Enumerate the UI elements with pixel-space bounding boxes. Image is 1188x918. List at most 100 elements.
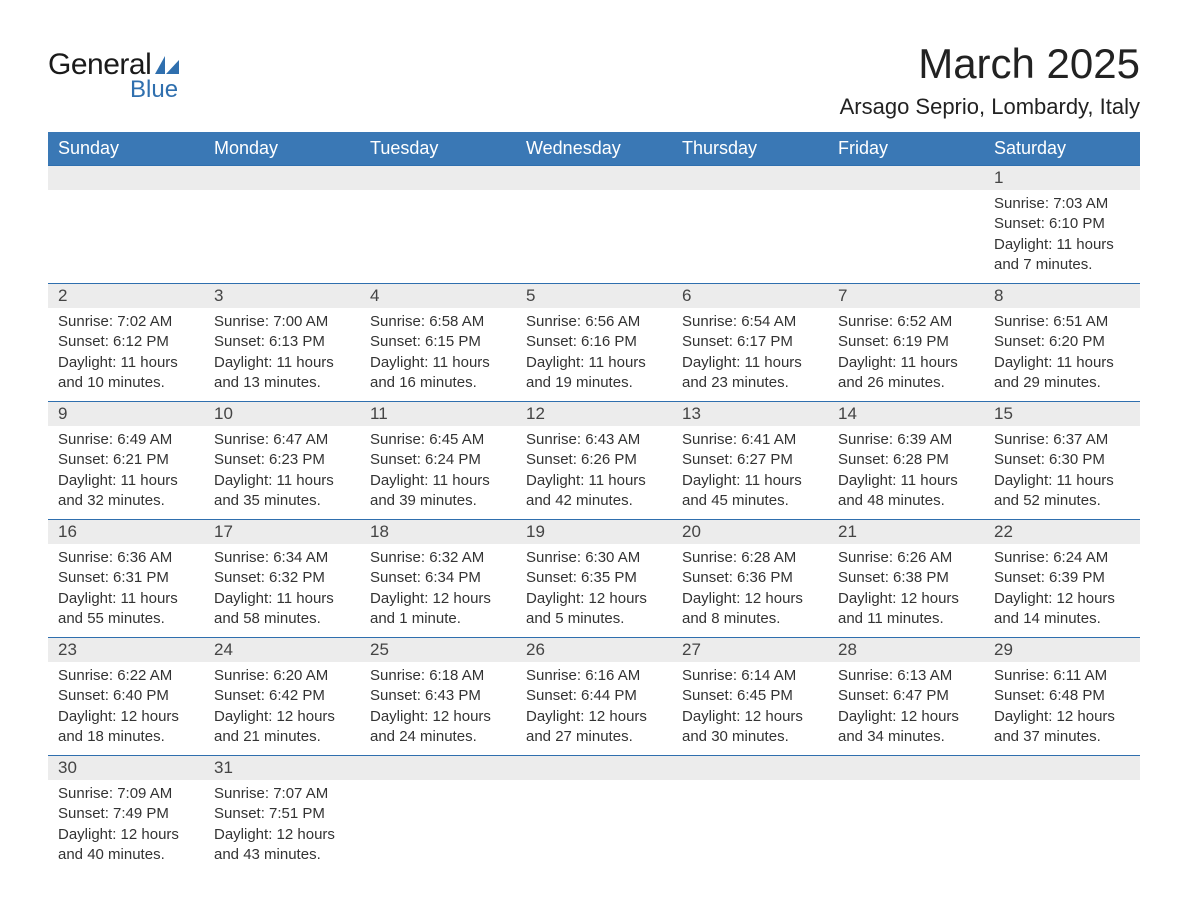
- day-data-row: Sunrise: 6:36 AMSunset: 6:31 PMDaylight:…: [48, 544, 1140, 638]
- daylight-text: and 5 minutes.: [526, 609, 662, 629]
- day-number-cell: 20: [672, 520, 828, 545]
- day-data-cell: [828, 190, 984, 284]
- day-data-cell: Sunrise: 7:03 AMSunset: 6:10 PMDaylight:…: [984, 190, 1140, 284]
- day-data-row: Sunrise: 6:22 AMSunset: 6:40 PM Daylight:…: [48, 662, 1140, 756]
- day-data-cell: Sunrise: 6:11 AMSunset: 6:48 PMDaylight:…: [984, 662, 1140, 756]
- sunrise-text: Sunrise: 7:00 AM: [214, 312, 350, 332]
- sunrise-text: Sunrise: 6:24 AM: [994, 548, 1130, 568]
- daylight-text: and 7 minutes.: [994, 255, 1130, 275]
- day-data-cell: [516, 190, 672, 284]
- day-data-cell: [360, 780, 516, 873]
- daylight-text: Daylight: 12 hours: [214, 707, 350, 727]
- day-number-cell: 29: [984, 638, 1140, 663]
- sunrise-text: Sunrise: 6:26 AM: [838, 548, 974, 568]
- sunset-text: Sunset: 6:13 PM: [214, 332, 350, 352]
- day-number-cell: 24: [204, 638, 360, 663]
- daylight-text: Daylight: 12 hours: [682, 589, 818, 609]
- daylight-text: and 11 minutes.: [838, 609, 974, 629]
- day-data-cell: Sunrise: 7:07 AMSunset: 7:51 PMDaylight:…: [204, 780, 360, 873]
- sunset-text: Sunset: 6:43 PM: [370, 686, 506, 706]
- daylight-text: Daylight: 11 hours: [214, 353, 350, 373]
- day-number-cell: 25: [360, 638, 516, 663]
- weekday-header: Monday: [204, 132, 360, 166]
- day-data-row: Sunrise: 7:09 AMSunset: 7:49 PMDaylight:…: [48, 780, 1140, 873]
- daylight-text: Daylight: 11 hours: [58, 589, 194, 609]
- sunset-text: Sunset: 6:24 PM: [370, 450, 506, 470]
- sunrise-text: Sunrise: 6:41 AM: [682, 430, 818, 450]
- day-data-cell: Sunrise: 6:20 AMSunset: 6:42 PMDaylight:…: [204, 662, 360, 756]
- day-number-row: 2345678: [48, 284, 1140, 309]
- sunrise-text: Sunrise: 6:14 AM: [682, 666, 818, 686]
- daylight-text: and 52 minutes.: [994, 491, 1130, 511]
- daylight-text: Daylight: 11 hours: [370, 471, 506, 491]
- daylight-text: and 30 minutes.: [682, 727, 818, 747]
- day-number-cell: 23: [48, 638, 204, 663]
- daylight-text: and 24 minutes.: [370, 727, 506, 747]
- daylight-text: and 19 minutes.: [526, 373, 662, 393]
- sunset-text: Sunset: 6:40 PM: [58, 686, 194, 706]
- day-data-row: Sunrise: 6:49 AMSunset: 6:21 PMDaylight:…: [48, 426, 1140, 520]
- calendar-header-row: SundayMondayTuesdayWednesdayThursdayFrid…: [48, 132, 1140, 166]
- day-number-cell: 27: [672, 638, 828, 663]
- header: General Blue March 2025 Arsago Seprio, L…: [48, 40, 1140, 120]
- day-number-cell: 21: [828, 520, 984, 545]
- sunset-text: Sunset: 6:17 PM: [682, 332, 818, 352]
- sunset-text: Sunset: 7:49 PM: [58, 804, 194, 824]
- weekday-header: Saturday: [984, 132, 1140, 166]
- day-data-cell: Sunrise: 6:22 AMSunset: 6:40 PMDaylight:…: [48, 662, 204, 756]
- daylight-text: and 21 minutes.: [214, 727, 350, 747]
- daylight-text: Daylight: 11 hours: [994, 471, 1130, 491]
- day-number-cell: [360, 166, 516, 191]
- weekday-header: Tuesday: [360, 132, 516, 166]
- daylight-text: and 43 minutes.: [214, 845, 350, 865]
- day-number-cell: 10: [204, 402, 360, 427]
- sunset-text: Sunset: 6:21 PM: [58, 450, 194, 470]
- day-data-cell: Sunrise: 6:24 AMSunset: 6:39 PMDaylight:…: [984, 544, 1140, 638]
- daylight-text: Daylight: 12 hours: [526, 707, 662, 727]
- sunrise-text: Sunrise: 6:28 AM: [682, 548, 818, 568]
- day-data-cell: Sunrise: 7:09 AMSunset: 7:49 PMDaylight:…: [48, 780, 204, 873]
- sunset-text: Sunset: 6:12 PM: [58, 332, 194, 352]
- sunset-text: Sunset: 6:36 PM: [682, 568, 818, 588]
- day-number-row: 16171819202122: [48, 520, 1140, 545]
- calendar-table: SundayMondayTuesdayWednesdayThursdayFrid…: [48, 132, 1140, 873]
- sunset-text: Sunset: 6:48 PM: [994, 686, 1130, 706]
- sunrise-text: Sunrise: 7:09 AM: [58, 784, 194, 804]
- daylight-text: and 1 minute.: [370, 609, 506, 629]
- daylight-text: and 16 minutes.: [370, 373, 506, 393]
- daylight-text: and 42 minutes.: [526, 491, 662, 511]
- sunset-text: Sunset: 6:15 PM: [370, 332, 506, 352]
- daylight-text: Daylight: 12 hours: [58, 825, 194, 845]
- daylight-text: Daylight: 11 hours: [994, 353, 1130, 373]
- sunrise-text: Sunrise: 6:43 AM: [526, 430, 662, 450]
- sunrise-text: Sunrise: 6:22 AM: [58, 666, 194, 686]
- sunset-text: Sunset: 6:27 PM: [682, 450, 818, 470]
- day-number-cell: 4: [360, 284, 516, 309]
- daylight-text: Daylight: 12 hours: [994, 589, 1130, 609]
- day-data-cell: [672, 190, 828, 284]
- day-number-cell: 17: [204, 520, 360, 545]
- day-number-cell: 12: [516, 402, 672, 427]
- daylight-text: Daylight: 11 hours: [838, 471, 974, 491]
- daylight-text: and 45 minutes.: [682, 491, 818, 511]
- weekday-header: Wednesday: [516, 132, 672, 166]
- sunrise-text: Sunrise: 6:34 AM: [214, 548, 350, 568]
- daylight-text: Daylight: 11 hours: [682, 471, 818, 491]
- daylight-text: Daylight: 11 hours: [214, 471, 350, 491]
- day-number-cell: [984, 756, 1140, 781]
- sunrise-text: Sunrise: 6:54 AM: [682, 312, 818, 332]
- day-data-cell: [360, 190, 516, 284]
- daylight-text: and 29 minutes.: [994, 373, 1130, 393]
- sunrise-text: Sunrise: 6:58 AM: [370, 312, 506, 332]
- day-number-cell: [516, 166, 672, 191]
- day-number-cell: 15: [984, 402, 1140, 427]
- day-number-cell: 22: [984, 520, 1140, 545]
- sunset-text: Sunset: 7:51 PM: [214, 804, 350, 824]
- day-number-cell: 26: [516, 638, 672, 663]
- sunset-text: Sunset: 6:28 PM: [838, 450, 974, 470]
- day-number-cell: [516, 756, 672, 781]
- daylight-text: Daylight: 11 hours: [838, 353, 974, 373]
- day-data-cell: [828, 780, 984, 873]
- day-data-cell: Sunrise: 6:18 AMSunset: 6:43 PMDaylight:…: [360, 662, 516, 756]
- title-block: March 2025 Arsago Seprio, Lombardy, Ital…: [840, 40, 1140, 120]
